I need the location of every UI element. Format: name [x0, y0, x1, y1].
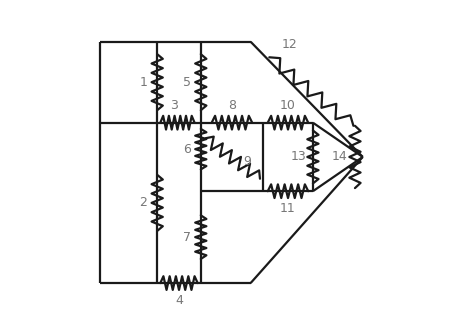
Text: 9: 9 — [243, 155, 251, 168]
Text: 12: 12 — [282, 38, 297, 51]
Text: 10: 10 — [280, 99, 296, 112]
Text: 6: 6 — [183, 143, 191, 156]
Text: 13: 13 — [291, 151, 307, 164]
Text: 4: 4 — [175, 294, 183, 307]
Text: 14: 14 — [332, 151, 348, 164]
Text: 1: 1 — [139, 76, 147, 89]
Text: 5: 5 — [183, 76, 191, 89]
Text: 11: 11 — [280, 202, 296, 215]
Text: 3: 3 — [170, 99, 178, 112]
Text: 7: 7 — [183, 231, 191, 244]
Text: 2: 2 — [139, 196, 147, 210]
Text: 8: 8 — [228, 99, 236, 112]
